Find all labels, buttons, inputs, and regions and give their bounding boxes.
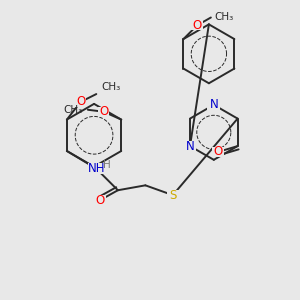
Bar [167,190,179,200]
Bar [94,195,106,205]
Text: CH₃: CH₃ [64,105,83,115]
Bar [98,107,109,117]
Text: CH₃: CH₃ [215,13,234,22]
Bar [207,100,220,110]
Text: O: O [213,146,223,158]
Text: N: N [186,140,194,153]
Text: S: S [169,189,176,202]
Bar [75,97,86,107]
Bar [191,20,203,30]
Text: NH: NH [88,162,105,175]
Text: O: O [99,105,108,118]
Bar [88,163,104,174]
Bar [184,141,196,152]
Bar [212,147,224,157]
Text: O: O [76,95,85,108]
Text: O: O [193,19,202,32]
Text: O: O [96,194,105,207]
Text: CH₃: CH₃ [101,82,121,92]
Text: N: N [209,98,218,111]
Text: H: H [103,160,111,170]
